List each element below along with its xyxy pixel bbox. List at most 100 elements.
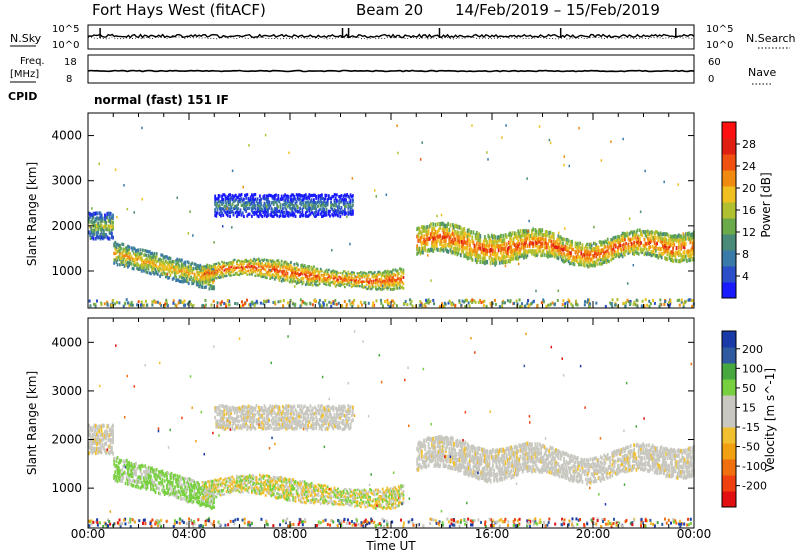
echo-cell [558, 235, 561, 240]
echo-cell [597, 248, 600, 252]
echo-cell [202, 484, 205, 488]
clutter-cell [427, 301, 430, 305]
echo-cell [338, 199, 341, 203]
echo-cell [179, 279, 182, 284]
echo-cell [339, 214, 342, 219]
echo-cell [653, 231, 656, 236]
clutter-cell [151, 300, 154, 304]
clutter-cell [640, 304, 643, 308]
scatter-cell [183, 273, 186, 276]
echo-cell [606, 249, 609, 253]
echo-cell [250, 475, 253, 478]
echo-cell [138, 252, 141, 256]
echo-cell [669, 250, 672, 255]
echo-cell [421, 228, 424, 233]
echo-cell [285, 194, 288, 199]
echo-cell [464, 246, 467, 251]
echo-cell [439, 233, 442, 238]
echo-cell [211, 272, 214, 276]
clutter-cell [282, 299, 285, 303]
echo-cell [236, 485, 238, 488]
echo-cell [168, 483, 171, 488]
echo-cell [109, 217, 112, 222]
echo-cell [676, 238, 679, 243]
echo-cell [311, 204, 314, 209]
echo-cell [169, 480, 172, 484]
echo-cell [184, 260, 187, 264]
echo-cell [277, 483, 280, 487]
echo-cell [191, 500, 194, 505]
echo-cell [638, 228, 641, 233]
echo-cell [636, 240, 639, 245]
echo-cell [568, 253, 571, 257]
echo-cell [514, 243, 517, 249]
clutter-cell [421, 304, 424, 308]
echo-cell [269, 277, 272, 281]
echo-cell [247, 196, 250, 201]
echo-cell [208, 272, 211, 276]
clutter-cell [570, 302, 573, 306]
echo-cell [176, 482, 179, 487]
echo-cell [240, 265, 243, 269]
echo-cell [270, 210, 273, 215]
echo-cell [192, 493, 195, 498]
echo-cell [218, 274, 221, 277]
echo-cell [210, 486, 213, 489]
echo-cell [241, 264, 244, 267]
echo-cell [270, 214, 273, 218]
echo-cell [194, 262, 197, 267]
echo-cell [245, 487, 248, 491]
clutter-cell [503, 301, 506, 305]
clutter-cell [318, 298, 321, 302]
echo-cell [589, 263, 592, 267]
echo-cell [553, 247, 556, 252]
echo-cell [596, 247, 599, 252]
echo-cell [325, 280, 328, 283]
clutter-cell [540, 301, 543, 305]
echo-cell [490, 257, 493, 262]
echo-cell [112, 436, 114, 441]
echo-cell [314, 280, 316, 283]
clutter-cell [678, 303, 681, 307]
echo-cell [244, 475, 246, 479]
clutter-cell [224, 302, 227, 306]
echo-cell [117, 255, 120, 259]
echo-cell [435, 240, 438, 245]
echo-cell [347, 277, 350, 280]
echo-cell [192, 266, 195, 271]
echo-cell [275, 207, 277, 211]
clutter-cell [100, 303, 103, 307]
echo-cell [393, 287, 396, 291]
echo-cell [250, 201, 253, 205]
echo-cell [572, 257, 575, 261]
echo-cell [687, 253, 689, 258]
echo-cell [633, 233, 636, 237]
echo-cell [265, 480, 268, 484]
echo-cell [182, 477, 184, 481]
echo-cell [285, 276, 288, 280]
echo-cell [90, 441, 93, 447]
echo-cell [329, 275, 331, 278]
echo-cell [349, 193, 352, 197]
echo-cell [333, 193, 336, 197]
echo-cell [312, 193, 315, 197]
echo-cell [648, 238, 650, 243]
echo-cell [277, 272, 280, 276]
echo-cell [270, 494, 273, 498]
echo-cell [462, 227, 464, 233]
echo-cell [640, 249, 642, 254]
echo-cell [478, 253, 481, 259]
echo-cell [611, 240, 614, 245]
echo-cell [486, 242, 489, 248]
echo-cell [271, 273, 274, 276]
echo-cell [683, 234, 686, 239]
echo-cell [98, 235, 101, 240]
echo-cell [550, 243, 553, 248]
echo-cell [272, 485, 275, 489]
echo-cell [257, 268, 260, 272]
echo-cell [532, 241, 535, 246]
echo-cell [602, 257, 605, 261]
clutter-cell [245, 298, 248, 302]
echo-cell [307, 277, 310, 281]
echo-cell [234, 198, 237, 202]
